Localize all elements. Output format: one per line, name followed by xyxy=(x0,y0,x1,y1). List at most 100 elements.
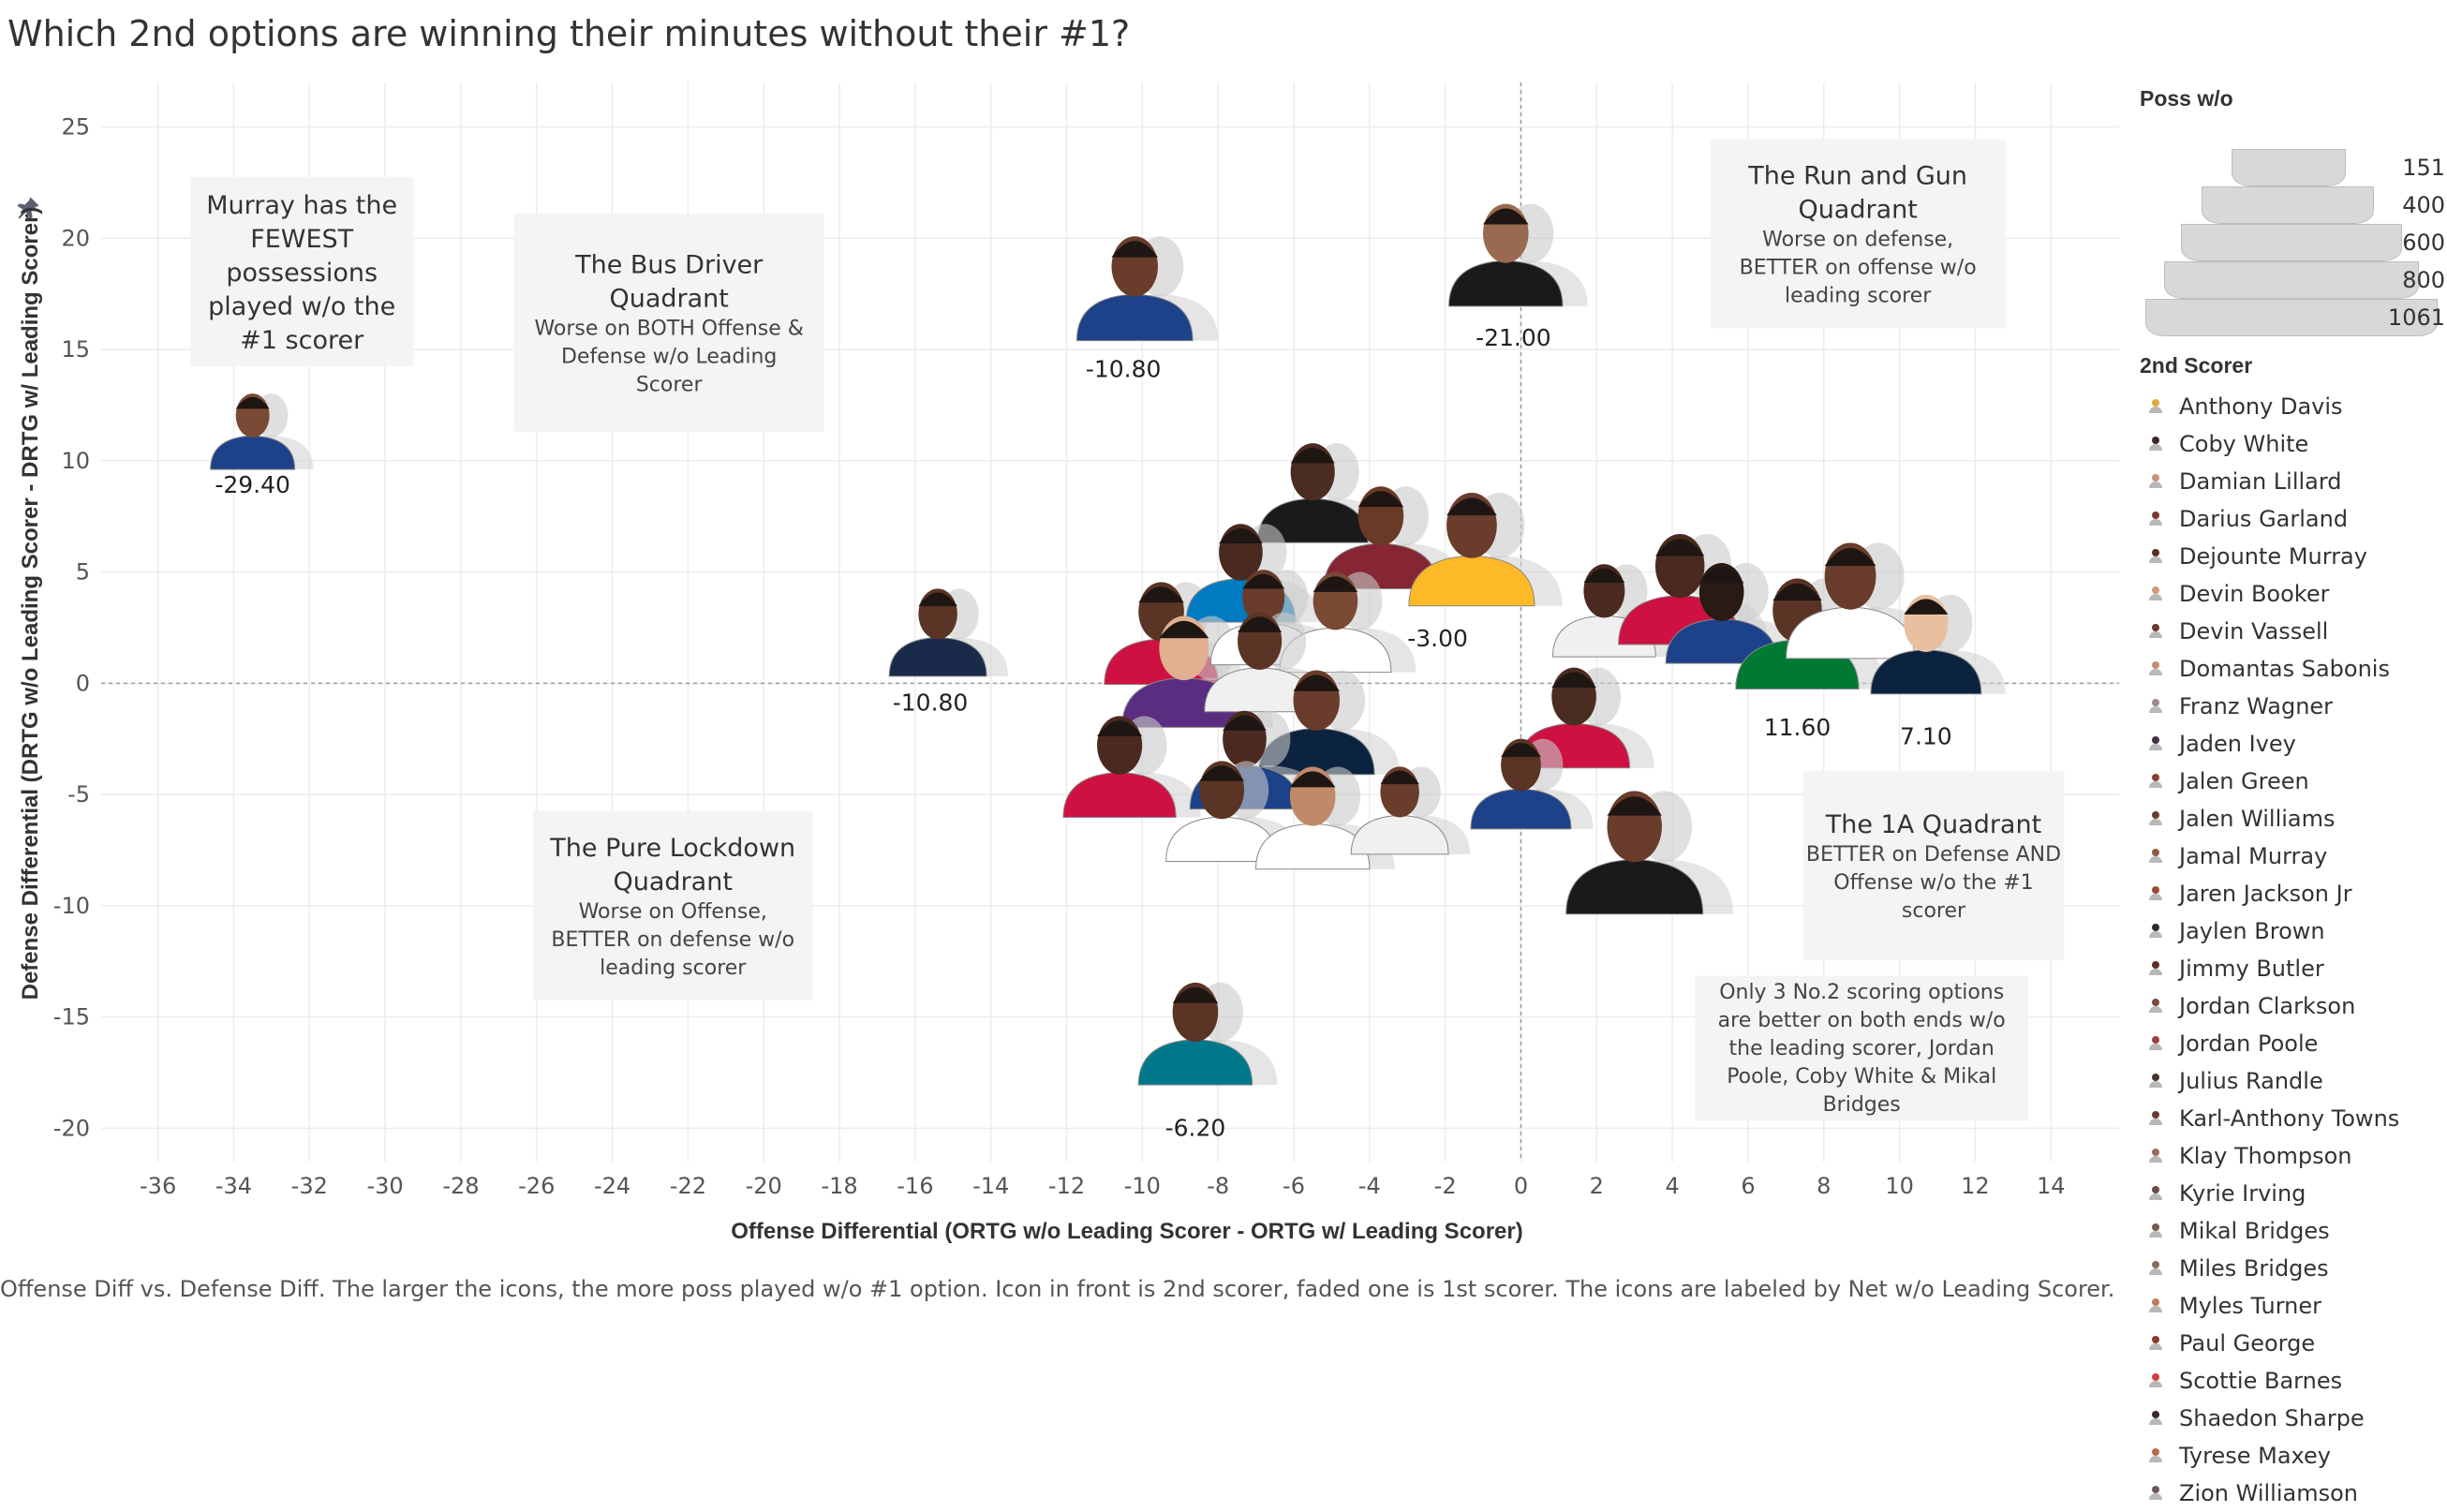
legend-item[interactable]: Mikal Bridges xyxy=(2136,1212,2445,1250)
x-tick-label: 10 xyxy=(1885,1173,1914,1199)
x-tick-label: 0 xyxy=(1514,1173,1528,1199)
net-value-label: -6.20 xyxy=(1165,1114,1226,1141)
legend-item[interactable]: Jaden Ivey xyxy=(2136,725,2445,763)
player-headshot-icon[interactable] xyxy=(1870,594,2006,695)
y-tick-label: 0 xyxy=(76,670,90,696)
annotation-text: Worse on defense, xyxy=(1762,229,1953,252)
y-tick-label: 10 xyxy=(61,448,90,474)
player-headshot-icon xyxy=(2147,1485,2164,1502)
legend-item-label: Julius Randle xyxy=(2179,1068,2323,1094)
x-tick-label: -22 xyxy=(670,1173,706,1199)
legend-item[interactable]: Shaedon Sharpe xyxy=(2136,1400,2445,1437)
legend-item[interactable]: Damian Lillard xyxy=(2136,463,2445,500)
x-tick-label: 14 xyxy=(2037,1173,2066,1199)
legend-item[interactable]: Paul George xyxy=(2136,1325,2445,1362)
annotation-text: Quadrant xyxy=(609,285,728,314)
annotation-text: Only 3 No.2 scoring options xyxy=(1719,981,2004,1004)
legend-item[interactable]: Darius Garland xyxy=(2136,500,2445,538)
legend-item-label: Devin Booker xyxy=(2179,581,2330,607)
player-headshot-icon[interactable] xyxy=(1408,493,1563,607)
x-tick-label: -28 xyxy=(442,1173,479,1199)
legend-item[interactable]: Jaylen Brown xyxy=(2136,912,2445,950)
annotation-text: Offense w/o the #1 xyxy=(1833,871,2033,895)
legend-item[interactable]: Jamal Murray xyxy=(2136,838,2445,875)
legend-item[interactable]: Dejounte Murray xyxy=(2136,538,2445,575)
player-headshot-icon xyxy=(2147,885,2164,902)
player-headshot-icon[interactable] xyxy=(1255,766,1395,870)
y-tick-label: -10 xyxy=(53,893,90,919)
legend-item[interactable]: Franz Wagner xyxy=(2136,688,2445,725)
legend-item[interactable]: Jordan Poole xyxy=(2136,1025,2445,1062)
size-legend-label: 1061 xyxy=(2387,304,2445,331)
player-headshot-icon[interactable] xyxy=(1279,571,1416,674)
size-legend-item[interactable]: 600 xyxy=(2136,224,2445,261)
player-headshot-icon xyxy=(2147,660,2164,677)
player-headshot-icon[interactable] xyxy=(1075,236,1219,342)
legend-item[interactable]: Domantas Sabonis xyxy=(2136,650,2445,688)
legend-item[interactable]: Devin Vassell xyxy=(2136,613,2445,650)
legend-item[interactable]: Jalen Green xyxy=(2136,763,2445,800)
player-headshot-icon[interactable] xyxy=(1137,982,1278,1086)
legend-panel: Poss w/o 151 400 600 800 1061 2nd Scorer… xyxy=(2136,86,2445,1512)
legend-item[interactable]: Scottie Barnes xyxy=(2136,1362,2445,1400)
legend-item[interactable]: Devin Booker xyxy=(2136,575,2445,613)
size-legend-item[interactable]: 151 xyxy=(2136,149,2445,186)
player-headshot-icon xyxy=(2147,1372,2164,1389)
x-tick-label: -24 xyxy=(594,1173,630,1199)
legend-item[interactable]: Jalen Williams xyxy=(2136,800,2445,838)
legend-item-label: Karl-Anthony Towns xyxy=(2179,1105,2400,1132)
legend-item-label: Klay Thompson xyxy=(2179,1143,2352,1169)
annotation-text: BETTER on defense w/o xyxy=(551,928,794,952)
player-headshot-icon xyxy=(2147,960,2164,977)
size-legend-item[interactable]: 1061 xyxy=(2136,299,2445,336)
legend-item-label: Jaren Jackson Jr xyxy=(2179,881,2352,907)
legend-item[interactable]: Tyrese Maxey xyxy=(2136,1437,2445,1475)
legend-item[interactable]: Miles Bridges xyxy=(2136,1250,2445,1287)
x-tick-label: 4 xyxy=(1665,1173,1679,1199)
player-headshot-icon[interactable] xyxy=(1470,738,1594,830)
annotation-text: Worse on BOTH Offense & xyxy=(534,318,803,341)
legend-item[interactable]: Zion Williamson xyxy=(2136,1475,2445,1512)
player-headshot-icon xyxy=(2147,1223,2164,1239)
size-legend-item[interactable]: 800 xyxy=(2136,261,2445,299)
player-headshot-icon[interactable] xyxy=(1257,670,1401,776)
legend-item[interactable]: Jordan Clarkson xyxy=(2136,987,2445,1025)
legend-item[interactable]: Coby White xyxy=(2136,425,2445,463)
legend-item[interactable]: Julius Randle xyxy=(2136,1062,2445,1100)
annotation-text: Defense w/o Leading xyxy=(561,346,777,369)
player-headshot-icon[interactable] xyxy=(1665,562,1802,664)
annotation-text: The Pure Lockdown xyxy=(549,834,795,863)
pin-icon[interactable] xyxy=(15,195,41,221)
size-legend-item[interactable]: 400 xyxy=(2136,186,2445,224)
player-headshot-icon xyxy=(2147,848,2164,865)
player-headshot-icon xyxy=(2147,623,2164,640)
size-legend-label: 151 xyxy=(2402,155,2445,181)
player-headshot-icon[interactable] xyxy=(1256,443,1393,543)
legend-item[interactable]: Jaren Jackson Jr xyxy=(2136,875,2445,912)
player-headshot-icon[interactable] xyxy=(1350,766,1470,855)
legend-item[interactable]: Jimmy Butler xyxy=(2136,950,2445,987)
player-headshot-icon[interactable] xyxy=(1062,716,1201,819)
chart-title: Which 2nd options are winning their minu… xyxy=(7,13,1131,54)
y-tick-label: 15 xyxy=(61,336,90,363)
player-headshot-icon[interactable] xyxy=(1786,542,1943,660)
player-headshot-icon[interactable] xyxy=(888,588,1008,677)
x-tick-label: -36 xyxy=(140,1173,176,1199)
chart-caption: Offense Diff vs. Defense Diff. The large… xyxy=(0,1276,2115,1302)
player-headshot-icon[interactable] xyxy=(1565,791,1733,915)
y-tick-label: -15 xyxy=(53,1004,90,1030)
legend-item[interactable]: Karl-Anthony Towns xyxy=(2136,1100,2445,1137)
legend-item[interactable]: Klay Thompson xyxy=(2136,1137,2445,1175)
player-headshot-icon[interactable] xyxy=(210,393,314,470)
annotation-text: Bridges xyxy=(1823,1093,1901,1117)
player-headshot-icon xyxy=(2147,1185,2164,1202)
size-legend: 151 400 600 800 1061 xyxy=(2136,121,2445,336)
legend-item[interactable]: Myles Turner xyxy=(2136,1287,2445,1325)
annotation-box xyxy=(1710,139,2006,329)
legend-item[interactable]: Anthony Davis xyxy=(2136,388,2445,425)
legend-item[interactable]: Kyrie Irving xyxy=(2136,1175,2445,1212)
x-tick-label: -8 xyxy=(1207,1173,1229,1199)
player-headshot-icon[interactable] xyxy=(1448,203,1588,307)
annotation-box xyxy=(1802,771,2065,961)
x-tick-label: -10 xyxy=(1124,1173,1161,1199)
